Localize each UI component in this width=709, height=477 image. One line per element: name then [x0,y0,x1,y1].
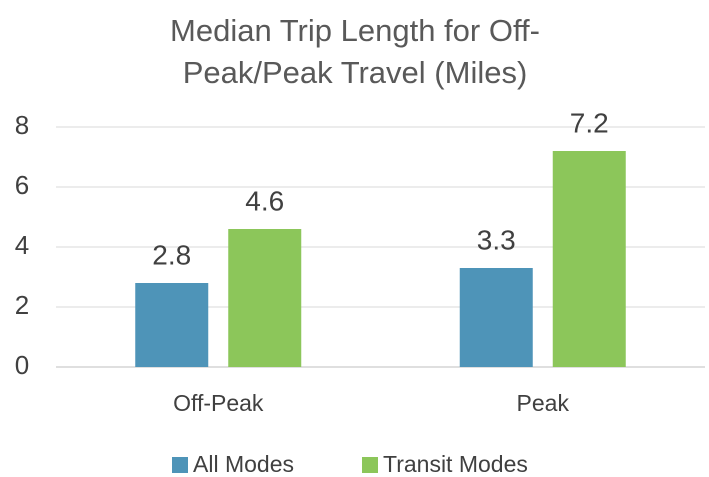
bar [552,151,626,367]
legend-label: All Modes [193,451,294,477]
legend-label: Transit Modes [383,451,528,477]
value-label: 2.8 [152,239,191,270]
value-label: 4.6 [245,185,284,216]
legend-swatch [172,457,188,473]
bar [228,229,302,367]
value-label: 7.2 [570,107,609,138]
y-tick-label: 0 [15,350,29,380]
y-tick-label: 2 [15,290,29,320]
bar [459,268,533,367]
y-tick-label: 4 [15,230,29,260]
chart-title: Median Trip Length for Off-Peak/Peak Tra… [170,13,540,90]
y-tick-label: 6 [15,170,29,200]
x-tick-label: Peak [517,390,570,416]
bar [135,283,209,367]
y-tick-label: 8 [15,110,29,140]
x-tick-label: Off-Peak [173,390,264,416]
legend-swatch [362,457,378,473]
value-label: 3.3 [477,224,516,255]
